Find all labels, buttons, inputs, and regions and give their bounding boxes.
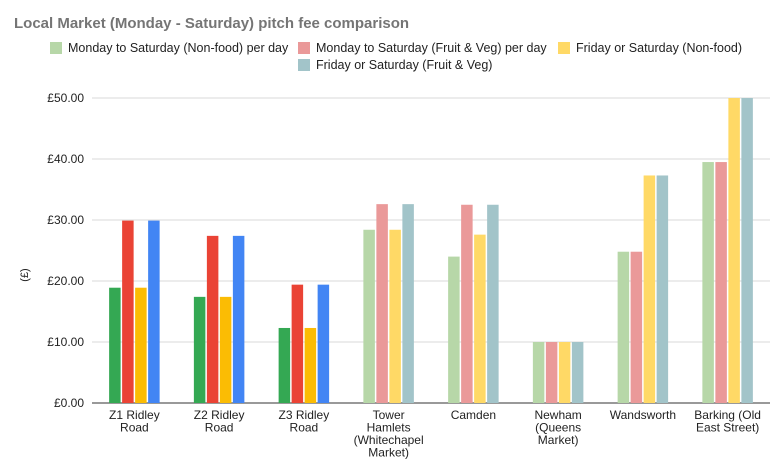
category-label: Z1 Ridley Road [109,408,160,435]
category-label: Z2 Ridley Road [194,408,245,435]
bar-2-series-2 [206,235,219,403]
category-label: Barking (Old East Street) [694,408,761,435]
bar-1-series-2 [122,220,134,403]
y-axis-ticks: £0.00 £10.00 £20.00 £30.00 £40.00 £50.00 [47,91,84,410]
y-tick-label: £0.00 [54,396,84,410]
legend-label-3: Friday or Saturday (Non-food) [576,41,742,55]
category-label: Z3 Ridley Road [279,408,330,435]
bar-4-series-2 [376,204,388,403]
bar-4-series-3 [389,229,401,403]
bar-6-series-1 [532,342,545,403]
bar-1-series-4 [148,220,160,403]
bar-4-series-4 [402,204,414,403]
bar-6-series-4 [571,342,584,403]
bar-7-series-3 [643,175,656,403]
bar-5-series-1 [448,256,460,403]
y-tick-label: £50.00 [47,91,84,105]
legend-swatch-3 [558,42,570,54]
bar-8-series-3 [728,98,740,403]
bar-2-series-1 [193,296,206,403]
y-tick-label: £10.00 [47,335,84,349]
y-tick-label: £20.00 [47,274,84,288]
category-label: Newham (Queens Market) [534,408,581,447]
legend-label-2: Monday to Saturday (Fruit & Veg) per day [316,41,547,55]
y-axis-label: (£) [19,268,31,281]
bar-3-series-3 [304,327,317,403]
gridlines [92,97,770,404]
bar-6-series-2 [545,342,558,403]
bar-3-series-2 [291,284,304,403]
bar-6-series-3 [558,342,571,403]
legend-swatch-2 [298,42,310,54]
bar-8-series-1 [702,162,714,403]
bar-4-series-1 [363,229,375,403]
category-label: Camden [451,408,496,422]
bar-8-series-2 [715,162,727,403]
bar-5-series-3 [474,234,486,403]
x-axis-categories: Z1 Ridley Road Z2 Ridley Road Z3 Ridley Road T… [109,408,761,460]
category-label: Wandsworth [610,408,676,422]
chart-title: Local Market (Monday - Saturday) pitch f… [14,15,409,32]
bar-3-series-1 [278,327,291,403]
bar-3-series-4 [317,284,330,403]
bar-1-series-3 [135,287,147,403]
legend-label-1: Monday to Saturday (Non-food) per day [68,41,289,55]
bar-2-series-3 [219,296,232,403]
legend-swatch-4 [298,59,310,71]
legend: Monday to Saturday (Non-food) per day Mon… [50,41,742,72]
y-tick-label: £30.00 [47,213,84,227]
legend-swatch-1 [50,42,62,54]
legend-label-4: Friday or Saturday (Fruit & Veg) [316,58,492,72]
bar-5-series-4 [487,204,499,403]
category-label: Tower Hamlets (Whitechapel Market) [354,408,424,460]
bar-2-series-4 [232,235,245,403]
bar-5-series-2 [461,204,473,403]
bars [109,98,753,403]
bar-7-series-1 [617,251,630,403]
bar-7-series-4 [656,175,669,403]
bar-7-series-2 [630,251,643,403]
bar-8-series-4 [741,98,753,403]
y-tick-label: £40.00 [47,152,84,166]
bar-1-series-1 [109,287,121,403]
